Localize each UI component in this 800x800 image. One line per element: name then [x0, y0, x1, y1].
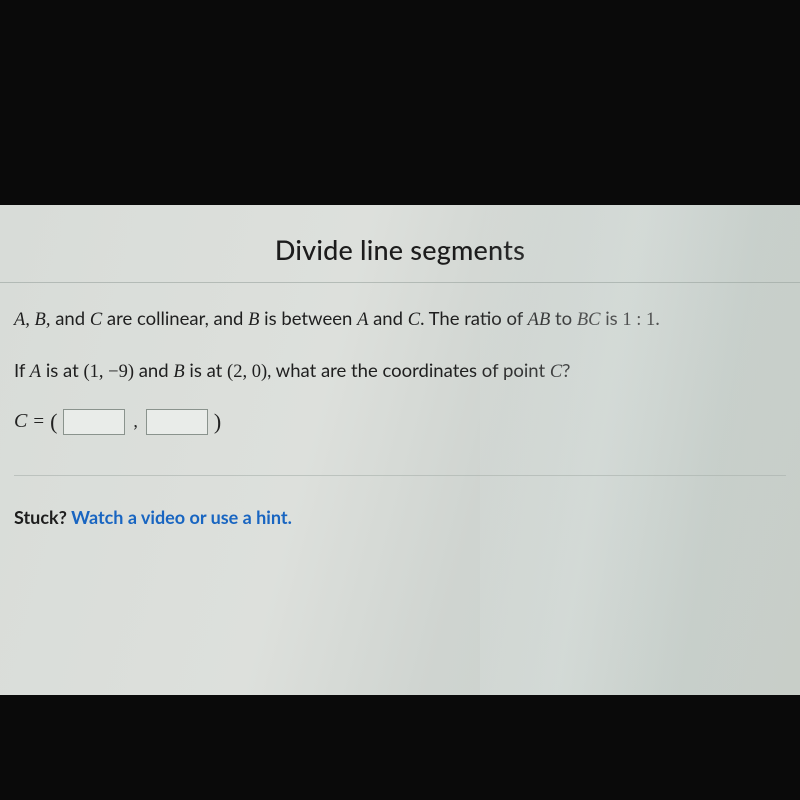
stuck-label: Stuck?	[14, 506, 71, 528]
text: and	[368, 307, 407, 329]
problem-line-2: If A is at (1, −9) and B is at (2, 0), w…	[14, 357, 786, 387]
answer-row: C = ( , )	[14, 409, 786, 435]
letterbox-bottom	[0, 695, 800, 800]
text: is	[600, 307, 622, 329]
math-b2: B	[173, 362, 184, 382]
text: If	[14, 359, 30, 381]
text: are collinear, and	[102, 307, 248, 329]
answer-var: C	[14, 410, 27, 433]
math-c3: C	[550, 362, 562, 382]
text: is at	[185, 359, 227, 381]
text: , what are the coordinates of point	[267, 359, 550, 381]
stuck-row: Stuck? Watch a video or use a hint.	[0, 476, 800, 528]
text: . The ratio of	[420, 307, 528, 329]
answer-y-input[interactable]	[146, 409, 208, 435]
math-b: B	[248, 310, 259, 330]
text: and	[134, 359, 173, 381]
problem-line-1: A, B, and C are collinear, and B is betw…	[14, 305, 786, 335]
math-ab: AB	[528, 310, 551, 330]
text: and	[50, 307, 89, 329]
text: to	[550, 307, 577, 329]
text: ?	[562, 359, 570, 381]
coord-a: (1, −9)	[83, 362, 134, 382]
letterbox-top	[0, 0, 800, 205]
close-paren: )	[214, 409, 221, 435]
math-a: A	[357, 310, 368, 330]
hint-link[interactable]: Watch a video or use a hint.	[71, 506, 292, 528]
equals-sign: =	[33, 411, 44, 433]
text: .	[655, 307, 659, 329]
open-paren: (	[50, 409, 57, 435]
exercise-panel: Divide line segments A, B, and C are col…	[0, 205, 800, 695]
title-wrap: Divide line segments	[0, 205, 800, 282]
math-c: C	[90, 310, 102, 330]
section-divider	[14, 475, 786, 476]
title-divider	[0, 282, 800, 283]
math-abc: A, B,	[14, 310, 50, 330]
text: is between	[259, 307, 357, 329]
ratio: 1 : 1	[622, 310, 655, 330]
coord-b: (2, 0)	[227, 362, 267, 382]
text: is at	[41, 359, 83, 381]
comma: ,	[133, 411, 138, 432]
problem-body: A, B, and C are collinear, and B is betw…	[0, 283, 800, 435]
math-bc: BC	[577, 310, 601, 330]
math-c2: C	[408, 310, 420, 330]
math-a2: A	[30, 362, 41, 382]
answer-x-input[interactable]	[63, 409, 125, 435]
page-title: Divide line segments	[20, 233, 780, 266]
